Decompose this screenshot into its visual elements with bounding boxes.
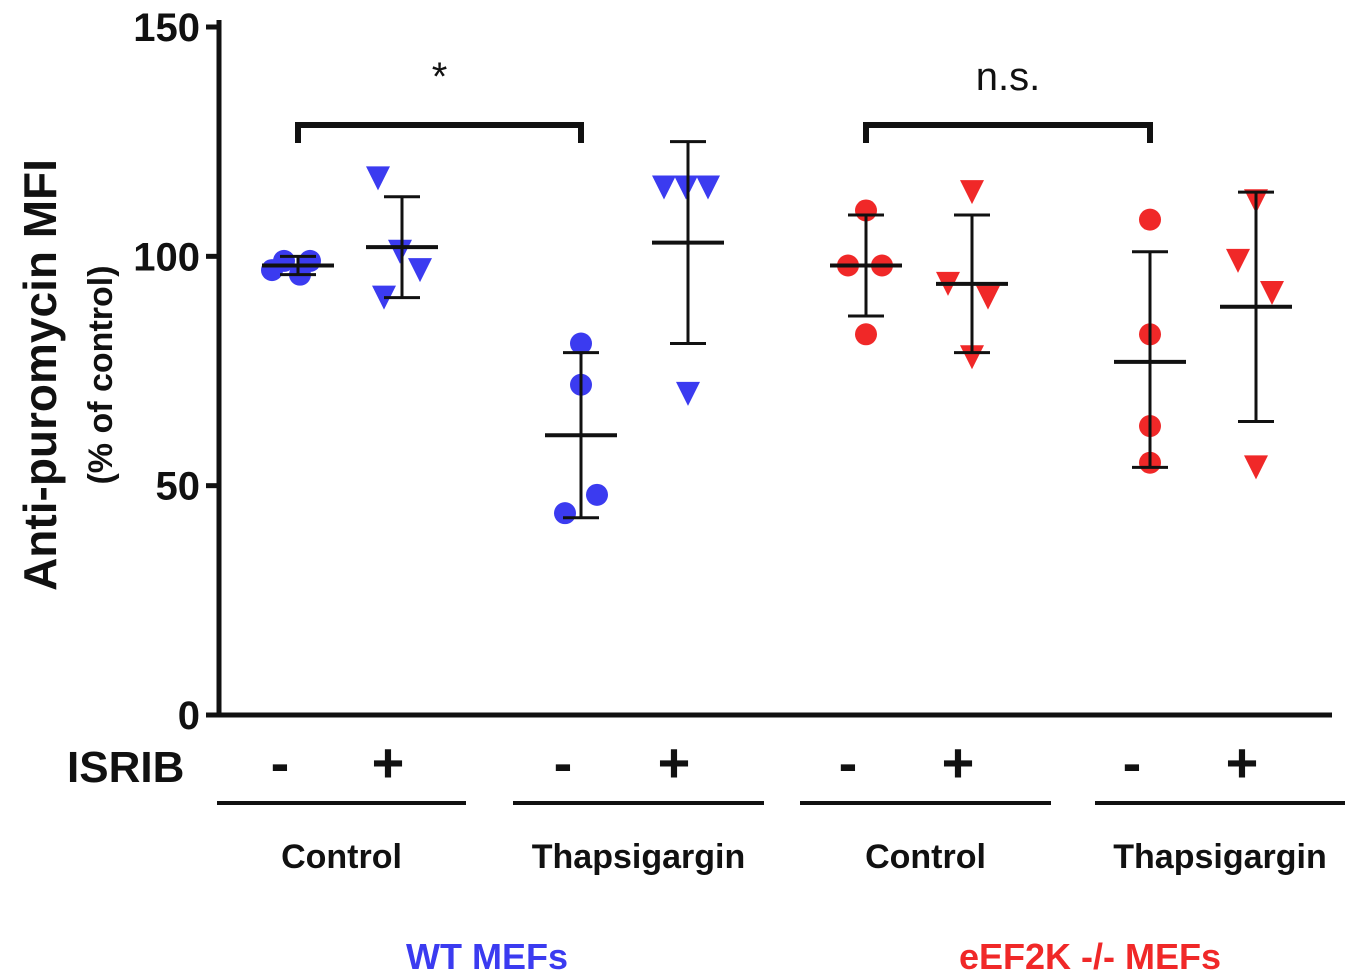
- x-group-labels: Control Thapsigargin Control Thapsigargin WT…: [217, 801, 1345, 977]
- treatment-label: Control: [281, 838, 402, 876]
- data-point: [586, 483, 608, 506]
- data-groups: - + - + - + - +: [261, 140, 1292, 794]
- significance-label: n.s.: [976, 55, 1040, 99]
- data-point: [855, 323, 877, 346]
- group-8: +: [1220, 189, 1292, 794]
- y-ticks: 0 50 100 150: [133, 6, 219, 738]
- cell-line-label-wt: WT MEFs: [406, 936, 568, 977]
- data-point: [1244, 455, 1268, 480]
- data-point: [366, 166, 390, 191]
- significance-label: *: [432, 55, 448, 99]
- data-point: [1226, 248, 1250, 273]
- y-tick-label-50: 50: [156, 465, 201, 509]
- y-axis-subtitle: (% of control): [82, 265, 120, 484]
- y-tick-label-150: 150: [133, 6, 200, 50]
- group-4: +: [652, 140, 724, 794]
- data-point: [696, 175, 720, 200]
- significance-bracket: [295, 122, 584, 143]
- isrib-row-label: ISRIB: [67, 743, 184, 792]
- y-axis-title: Anti-puromycin MFI: [14, 159, 66, 591]
- isrib-sign: -: [1123, 731, 1142, 794]
- cell-line-label-ko: eEF2K -/- MEFs: [959, 936, 1221, 977]
- treatment-label: Thapsigargin: [1113, 838, 1326, 876]
- isrib-sign: -: [839, 731, 858, 794]
- isrib-sign: -: [554, 731, 573, 794]
- significance-brackets: * n.s.: [295, 55, 1153, 143]
- group-3: -: [545, 332, 617, 794]
- group-6: +: [936, 180, 1008, 794]
- data-point: [554, 502, 576, 525]
- group-1: -: [261, 249, 334, 794]
- data-point: [652, 175, 676, 200]
- data-point: [261, 259, 283, 282]
- treatment-label: Control: [865, 838, 986, 876]
- data-point: [1260, 281, 1284, 306]
- data-point: [388, 239, 412, 264]
- group-5: -: [830, 199, 902, 794]
- data-point: [1139, 208, 1161, 231]
- y-tick-label-100: 100: [133, 235, 200, 279]
- group-7: -: [1114, 208, 1186, 794]
- treatment-label: Thapsigargin: [532, 838, 745, 876]
- significance-bracket: [863, 122, 1153, 143]
- group-2: +: [366, 166, 438, 794]
- isrib-sign: +: [372, 731, 405, 794]
- data-point: [676, 381, 700, 406]
- data-point: [960, 180, 984, 205]
- data-point: [674, 175, 698, 200]
- isrib-sign: +: [658, 731, 691, 794]
- isrib-sign: -: [271, 731, 290, 794]
- data-point: [570, 332, 592, 355]
- isrib-sign: +: [942, 731, 975, 794]
- data-point: [408, 258, 432, 283]
- data-point: [976, 285, 1000, 310]
- isrib-sign: +: [1226, 731, 1259, 794]
- y-tick-label-0: 0: [178, 694, 200, 738]
